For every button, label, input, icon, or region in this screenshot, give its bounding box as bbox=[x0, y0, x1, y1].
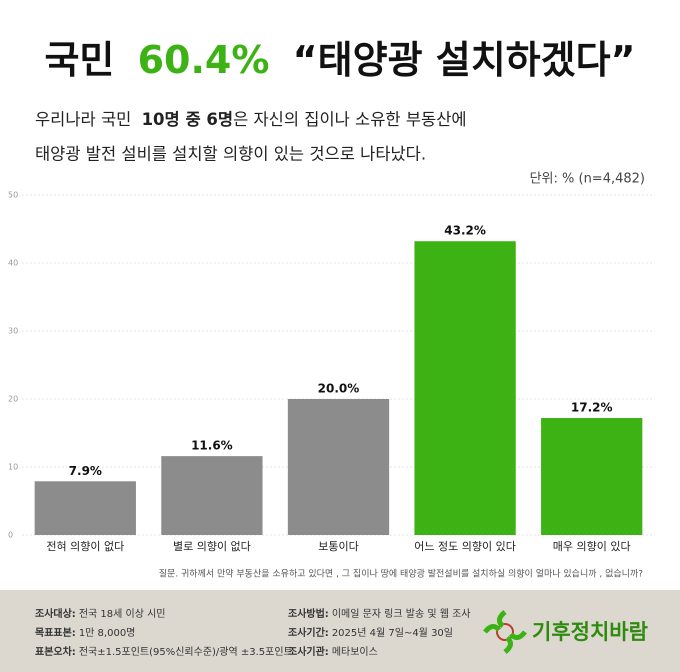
footer-value: 전국 18세 이상 시민 bbox=[79, 608, 166, 620]
footer-value: 2025년 4월 7일~4월 30일 bbox=[332, 627, 453, 639]
x-tick-label: 보통이다 bbox=[318, 540, 358, 553]
footer-row: 조사기간: 2025년 4월 7일~4월 30일 bbox=[288, 626, 453, 639]
x-tick-label: 매우 의향이 있다 bbox=[553, 540, 631, 553]
title: 국민 60.4% “태양광 설치하겠다” bbox=[44, 38, 635, 82]
title-part: “태양광 설치하겠다” bbox=[293, 38, 636, 82]
logo: 기후정치바람 bbox=[483, 610, 648, 654]
subtitle: 우리나라 국민 10명 중 6명은 자신의 집이나 소유한 부동산에 bbox=[35, 110, 467, 129]
bar bbox=[161, 456, 263, 535]
footer-row: 조사기관: 메타보이스 bbox=[288, 645, 378, 658]
y-tick-label: 50 bbox=[8, 191, 18, 200]
footer-label: 조사방법: bbox=[288, 607, 329, 620]
subtitle-part: 은 자신의 집이나 소유한 부동산에 bbox=[233, 110, 467, 129]
y-tick-label: 40 bbox=[8, 259, 18, 268]
y-tick-label: 0 bbox=[8, 531, 13, 540]
unit-note: 단위: % (n=4,482) bbox=[530, 172, 645, 187]
bar bbox=[287, 399, 390, 535]
value-label: 20.0% bbox=[318, 382, 360, 396]
logo-text: 기후정치바람 bbox=[532, 620, 648, 644]
value-label: 17.2% bbox=[571, 401, 613, 415]
title-part: 국민 bbox=[44, 38, 114, 82]
footer-label: 조사기간: bbox=[288, 626, 329, 639]
bar bbox=[414, 241, 516, 536]
x-tick-label: 전혀 의향이 없다 bbox=[46, 540, 124, 553]
subtitle: 태양광 발전 설비를 설치할 의향이 있는 것으로 나타났다. bbox=[35, 145, 426, 164]
title-highlight: 60.4% bbox=[138, 38, 270, 82]
footer-row: 표본오차: 전국±1.5포인트(95%신뢰수준)/광역 ±3.5포인트 bbox=[35, 645, 293, 658]
footer-row: 조사대상: 전국 18세 이상 시민 bbox=[35, 607, 165, 620]
bar bbox=[541, 418, 643, 535]
value-label: 7.9% bbox=[69, 464, 102, 478]
x-tick-label: 별로 의향이 없다 bbox=[173, 540, 251, 553]
y-tick-label: 30 bbox=[8, 327, 18, 336]
footer-row: 목표표본: 1만 8,000명 bbox=[35, 627, 135, 639]
footer-bg bbox=[0, 590, 680, 672]
footer-label: 조사대상: bbox=[35, 607, 76, 620]
logo-icon bbox=[496, 623, 514, 641]
bar bbox=[34, 481, 136, 535]
footer-label: 목표표본: bbox=[35, 627, 76, 639]
chart: 0 10 20 30 40 50 전혀 의향이 없다 7.9% 별로 의향이 없다 11.6% 보통… bbox=[8, 191, 655, 553]
subtitle-bold: 10명 중 6명 bbox=[142, 110, 233, 129]
footer-value: 이메일 문자 링크 발송 및 웹 조사 bbox=[332, 608, 471, 620]
value-label: 11.6% bbox=[191, 439, 233, 453]
question-note: 질문. 귀하께서 만약 부동산을 소유하고 있다면 , 그 집이나 땅에 태양광… bbox=[159, 568, 643, 580]
y-tick-label: 10 bbox=[8, 463, 18, 472]
footer-row: 조사방법: 이메일 문자 링크 발송 및 웹 조사 bbox=[288, 607, 471, 620]
footer-label: 조사기관: bbox=[288, 645, 329, 658]
footer-value: 1만 8,000명 bbox=[79, 627, 136, 639]
footer-value: 전국±1.5포인트(95%신뢰수준)/광역 ±3.5포인트 bbox=[79, 646, 293, 658]
footer-value: 메타보이스 bbox=[332, 646, 378, 658]
value-label: 43.2% bbox=[444, 224, 486, 238]
y-tick-label: 20 bbox=[8, 395, 18, 404]
subtitle-part: 우리나라 국민 bbox=[35, 110, 131, 129]
footer-label: 표본오차: bbox=[35, 645, 76, 658]
logo-leaves bbox=[483, 610, 527, 654]
x-tick-label: 어느 정도 의향이 있다 bbox=[414, 540, 516, 553]
